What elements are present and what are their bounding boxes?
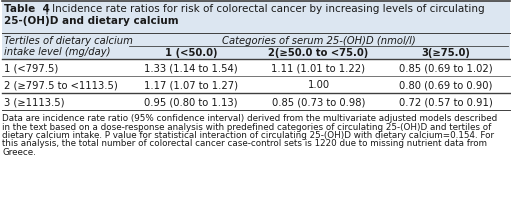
Text: Table  4: Table 4 (5, 4, 51, 13)
Text: 0.72 (0.57 to 0.91): 0.72 (0.57 to 0.91) (399, 97, 493, 107)
Text: 0.85 (0.73 to 0.98): 0.85 (0.73 to 0.98) (272, 97, 365, 107)
Bar (2, 60, 509, 77)
Text: 1 (<50.0): 1 (<50.0) (165, 47, 217, 57)
Text: 1.00: 1.00 (308, 80, 330, 90)
Text: 1.17 (1.07 to 1.27): 1.17 (1.07 to 1.27) (144, 80, 238, 90)
Text: Data are incidence rate ratio (95% confidence interval) derived from the multiva: Data are incidence rate ratio (95% confi… (3, 114, 498, 122)
Text: Tertiles of dietary calcium: Tertiles of dietary calcium (5, 36, 133, 46)
Text: 2 (≥797.5 to <1113.5): 2 (≥797.5 to <1113.5) (5, 80, 118, 90)
Text: 25-(OH)D and dietary calcium: 25-(OH)D and dietary calcium (5, 15, 179, 25)
Text: intake level (mg/day): intake level (mg/day) (5, 47, 111, 57)
Bar (2, 34, 509, 60)
Text: 0.95 (0.80 to 1.13): 0.95 (0.80 to 1.13) (145, 97, 238, 107)
Text: | Incidence rate ratios for risk of colorectal cancer by increasing levels of ci: | Incidence rate ratios for risk of colo… (42, 4, 485, 14)
Text: 0.85 (0.69 to 1.02): 0.85 (0.69 to 1.02) (399, 63, 493, 73)
Text: 1 (<797.5): 1 (<797.5) (5, 63, 59, 73)
Text: dietary calcium intake. P value for statistical interaction of circulating 25-(O: dietary calcium intake. P value for stat… (3, 130, 495, 139)
Text: in the text based on a dose-response analysis with predefined categories of circ: in the text based on a dose-response ana… (3, 122, 492, 131)
Text: 3(≥75.0): 3(≥75.0) (422, 47, 470, 57)
Text: 1.11 (1.01 to 1.22): 1.11 (1.01 to 1.22) (271, 63, 365, 73)
Text: 3 (≥1113.5): 3 (≥1113.5) (5, 97, 65, 107)
Text: 0.80 (0.69 to 0.90): 0.80 (0.69 to 0.90) (399, 80, 493, 90)
Bar (2, 77, 509, 94)
Text: this analysis, the total number of colorectal cancer case-control sets is 1220 d: this analysis, the total number of color… (3, 139, 487, 148)
Text: Greece.: Greece. (3, 147, 36, 156)
Text: Categories of serum 25-(OH)D (nmol/l): Categories of serum 25-(OH)D (nmol/l) (222, 36, 415, 46)
Bar (2, 94, 509, 110)
Bar (2, 1, 509, 34)
Text: 2(≥50.0 to <75.0): 2(≥50.0 to <75.0) (268, 47, 368, 57)
Text: 1.33 (1.14 to 1.54): 1.33 (1.14 to 1.54) (144, 63, 238, 73)
